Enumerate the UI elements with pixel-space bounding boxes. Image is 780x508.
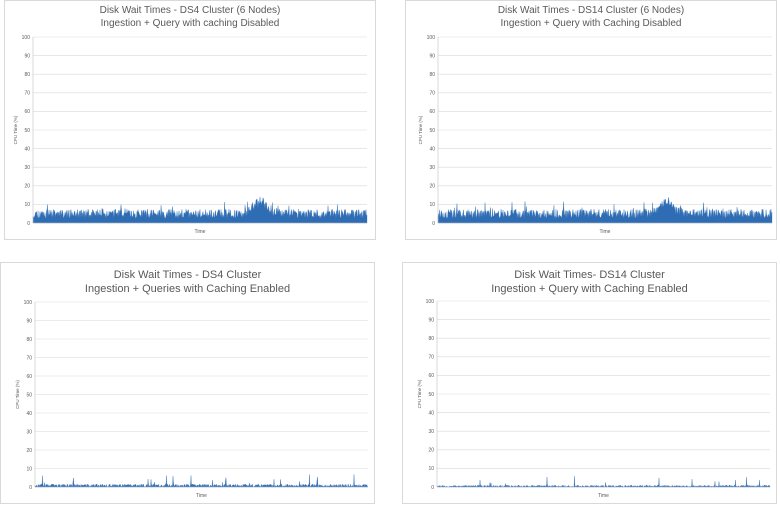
x-axis-label: Time [598,493,609,499]
chart-title: Disk Wait Times - DS4 Cluster [113,269,262,281]
series-area [436,476,771,488]
series-area [32,196,368,224]
chart-title: Disk Wait Times - DS14 Cluster (6 Nodes) [497,5,685,16]
chart-title-block: Disk Wait Times - DS4 Cluster Ingestion … [1,269,374,297]
chart-panel-ds14-caching-enabled: Disk Wait Times- DS14 Cluster Ingestion … [402,262,777,504]
y-tick-label: 100 [426,299,435,305]
disk-wait-chart: 0 10 20 30 40 50 60 70 80 90 100 Time CPU Time (%) [15,300,369,499]
y-tick-label: 90 [428,317,434,323]
y-tick-label: 30 [24,165,30,171]
disk-wait-chart: 0 10 20 30 40 50 60 70 80 90 100 Time CPU Time (%) [417,299,771,499]
y-tick-label: 30 [429,165,435,171]
y-tick-label: 50 [26,392,32,398]
y-tick-label: 20 [26,448,32,454]
y-tick-label: 50 [429,128,435,134]
y-axis-label: CPU Time (%) [15,380,20,409]
y-tick-label: 60 [429,109,435,115]
y-tick-label: 100 [427,35,436,41]
series-area [437,197,773,224]
y-tick-label: 20 [428,448,434,454]
y-tick-label: 100 [24,300,33,306]
y-tick-label: 90 [26,318,32,324]
y-tick-label: 70 [428,355,434,361]
y-tick-label: 10 [429,202,435,208]
y-tick-label: 80 [24,72,30,78]
y-tick-label: 70 [26,355,32,361]
y-tick-label: 40 [428,410,434,416]
y-tick-label: 40 [24,146,30,152]
y-tick-label: 80 [26,337,32,343]
chart-subtitle: Ingestion + Query with Caching Enabled [491,282,688,295]
y-tick-label: 20 [24,184,30,190]
y-tick-label: 100 [22,35,31,41]
y-tick-label: 0 [431,485,434,491]
y-axis-label: CPU Time (%) [418,115,423,144]
y-tick-label: 40 [429,146,435,152]
y-tick-label: 0 [29,485,32,491]
y-tick-label: 0 [432,221,435,227]
chart-title: Disk Wait Times- DS14 Cluster [514,269,665,281]
chart-subtitle: Ingestion + Queries with Caching Enabled [84,282,291,295]
chart-subtitle: Ingestion + Query with caching Disabled [100,17,280,29]
chart-title: Disk Wait Times - DS4 Cluster (6 Nodes) [99,5,281,16]
y-tick-label: 30 [26,429,32,435]
y-axis-label: CPU Time (%) [417,379,422,408]
y-tick-label: 10 [24,202,30,208]
y-tick-label: 50 [24,128,30,134]
disk-wait-chart: 0 10 20 30 40 50 60 70 80 90 100 Time CPU Time (%) [13,35,368,235]
y-tick-label: 70 [429,91,435,97]
chart-panel-ds4-caching-disabled: Disk Wait Times - DS4 Cluster (6 Nodes) … [4,0,376,240]
y-tick-label: 50 [428,392,434,398]
y-tick-label: 90 [429,53,435,59]
y-tick-label: 70 [24,91,30,97]
y-tick-label: 80 [428,336,434,342]
disk-wait-chart: 0 10 20 30 40 50 60 70 80 90 100 Time CPU Time (%) [418,35,773,235]
x-axis-label: Time [600,229,611,235]
y-tick-label: 80 [429,72,435,78]
x-axis-label: Time [196,493,207,499]
chart-panel-ds4-caching-enabled: Disk Wait Times - DS4 Cluster Ingestion … [0,262,375,504]
y-tick-label: 40 [26,411,32,417]
chart-title-block: Disk Wait Times- DS14 Cluster Ingestion … [403,269,776,297]
x-axis-label: Time [195,229,206,235]
y-tick-label: 10 [428,466,434,472]
y-axis-label: CPU Time (%) [13,115,18,144]
y-tick-label: 60 [24,109,30,115]
chart-subtitle: Ingestion + Query with Caching Disabled [500,17,682,29]
series-area [34,474,369,488]
y-tick-label: 10 [26,466,32,472]
y-tick-label: 20 [429,184,435,190]
y-tick-label: 90 [24,53,30,59]
y-tick-label: 60 [26,374,32,380]
y-tick-label: 30 [428,429,434,435]
chart-title-block: Disk Wait Times - DS4 Cluster (6 Nodes) … [5,5,375,30]
chart-title-block: Disk Wait Times - DS14 Cluster (6 Nodes)… [406,5,776,30]
chart-panel-ds14-caching-disabled: Disk Wait Times - DS14 Cluster (6 Nodes)… [405,0,777,240]
y-tick-label: 0 [27,221,30,227]
y-tick-label: 60 [428,373,434,379]
